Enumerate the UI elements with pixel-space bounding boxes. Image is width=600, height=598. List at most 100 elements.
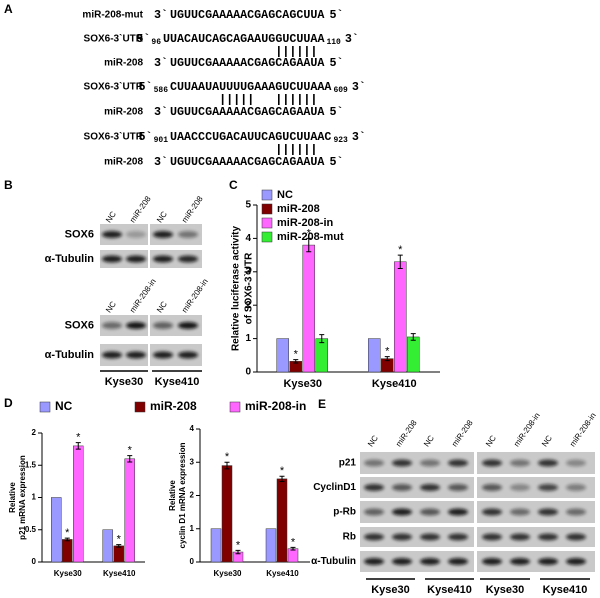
bar (265, 528, 277, 563)
y-axis-label: of SOX6-3`UTR (244, 252, 255, 324)
lane-label: NC (104, 300, 118, 315)
legend-swatch (261, 203, 273, 215)
blot-strip (100, 344, 148, 366)
blot-band (392, 459, 412, 467)
sequence-segment: A (317, 56, 325, 70)
y-tick-label: 1 (245, 333, 251, 344)
lane-label: NC (104, 210, 118, 225)
blot-row-label: α-Tubulin (311, 556, 356, 567)
lane-label: NC (155, 210, 169, 225)
error-bar (235, 549, 241, 555)
x-tick-label: Kyse30 (283, 378, 322, 390)
blot-band (448, 558, 468, 565)
blot-strip (150, 344, 202, 366)
legend-swatch (229, 401, 241, 413)
blot-row-label: CyclinD1 (313, 482, 356, 493)
lane-label: NC (366, 434, 380, 449)
sequence-segment: CAG (275, 8, 296, 22)
lane-label: miR-208-in (568, 411, 598, 448)
significance-mark: * (291, 536, 296, 548)
lane-label: miR-208 (394, 418, 419, 448)
blot-band (364, 459, 384, 467)
sequence-segment: UAACCCUGACAUUCA (170, 130, 276, 144)
legend-label: NC (55, 399, 73, 413)
blot-band (178, 351, 198, 359)
blot-strip (360, 452, 474, 474)
bar (62, 539, 73, 563)
blot-band (392, 508, 412, 516)
significance-mark: * (294, 349, 299, 361)
blot-strip (477, 551, 595, 572)
blot-band (566, 459, 586, 467)
blot-band (364, 558, 384, 565)
x-tick-label: Kyse30 (54, 569, 83, 578)
blot-band (510, 533, 530, 541)
sequence-segment: CUUAAUA (170, 80, 220, 94)
position-number: 901 (154, 136, 169, 145)
sequence-segment: UGUUCGAAAAACGAG (170, 56, 275, 70)
legend-swatch (134, 401, 146, 413)
legend-swatch (39, 401, 51, 413)
strand-end: 3` (352, 80, 366, 94)
error-bar (64, 537, 70, 542)
blot-strip (150, 224, 202, 245)
blot-band (102, 231, 122, 238)
x-tick-label: Kyse30 (213, 569, 242, 578)
position-number: 923 (333, 136, 348, 145)
y-tick-label: 2 (190, 491, 195, 500)
legend-label: miR-208-in (277, 217, 334, 229)
blot-row-label: SOX6 (65, 228, 94, 240)
blot-row-label: α-Tubulin (45, 349, 95, 361)
sequence-segment: UGUUCGAAAAACGAG (170, 155, 275, 169)
significance-mark: * (76, 432, 81, 444)
cell-line-label: Kyse30 (105, 376, 144, 388)
lane-label: NC (422, 434, 436, 449)
blot-band (482, 508, 502, 516)
blot-band (538, 459, 558, 467)
blot-strip (477, 527, 595, 547)
y-tick-label: 2 (32, 428, 37, 437)
bar (276, 338, 289, 373)
strand-end: 3` (352, 130, 366, 144)
legend-label: NC (277, 189, 293, 201)
sequence-name: SOX6-3`UTR (84, 34, 144, 45)
lane-label: NC (155, 300, 169, 315)
blot-row-label: SOX6 (65, 319, 94, 331)
panel-label: A (4, 2, 13, 16)
strand-end: 3` (154, 56, 168, 70)
y-axis-label: Relative (8, 482, 17, 513)
bar (73, 445, 84, 563)
strand-end: 5` (329, 155, 343, 169)
y-tick-label: 0 (190, 557, 195, 566)
position-number: 609 (333, 86, 348, 95)
blot-strip (360, 527, 474, 547)
sequence-segment: AC (317, 130, 331, 144)
sequence-segment: UGUUCGAAAAACGAG (170, 8, 275, 22)
blot-band (448, 508, 468, 516)
sequence-segment: CAGAAU (275, 155, 317, 169)
bar (221, 465, 233, 563)
significance-mark: * (225, 451, 230, 463)
blot-band (538, 533, 558, 541)
cell-line-label: Kyse410 (543, 584, 588, 596)
blot-band (566, 533, 586, 541)
panel-label: B (4, 178, 13, 192)
error-bar (410, 333, 416, 341)
legend-swatch (261, 231, 273, 243)
strand-end: 5` (139, 80, 153, 94)
blot-band (178, 255, 198, 263)
sequence-name: SOX6-3`UTR (84, 132, 144, 143)
error-bar (290, 546, 296, 551)
bar (113, 545, 124, 563)
strand-end: 5` (329, 105, 343, 119)
sequence-name: miR-208-mut (82, 10, 143, 21)
blot-band (420, 508, 440, 516)
significance-mark: * (307, 227, 312, 239)
blot-band (102, 351, 122, 359)
blot-band (420, 533, 440, 541)
sequence-segment: CAGAAU (275, 56, 317, 70)
sequence-segment: UUUUG (219, 80, 254, 94)
lane-label: miR-208-in (512, 411, 542, 448)
significance-mark: * (128, 444, 133, 456)
lane-label: miR-208-in (180, 277, 210, 314)
